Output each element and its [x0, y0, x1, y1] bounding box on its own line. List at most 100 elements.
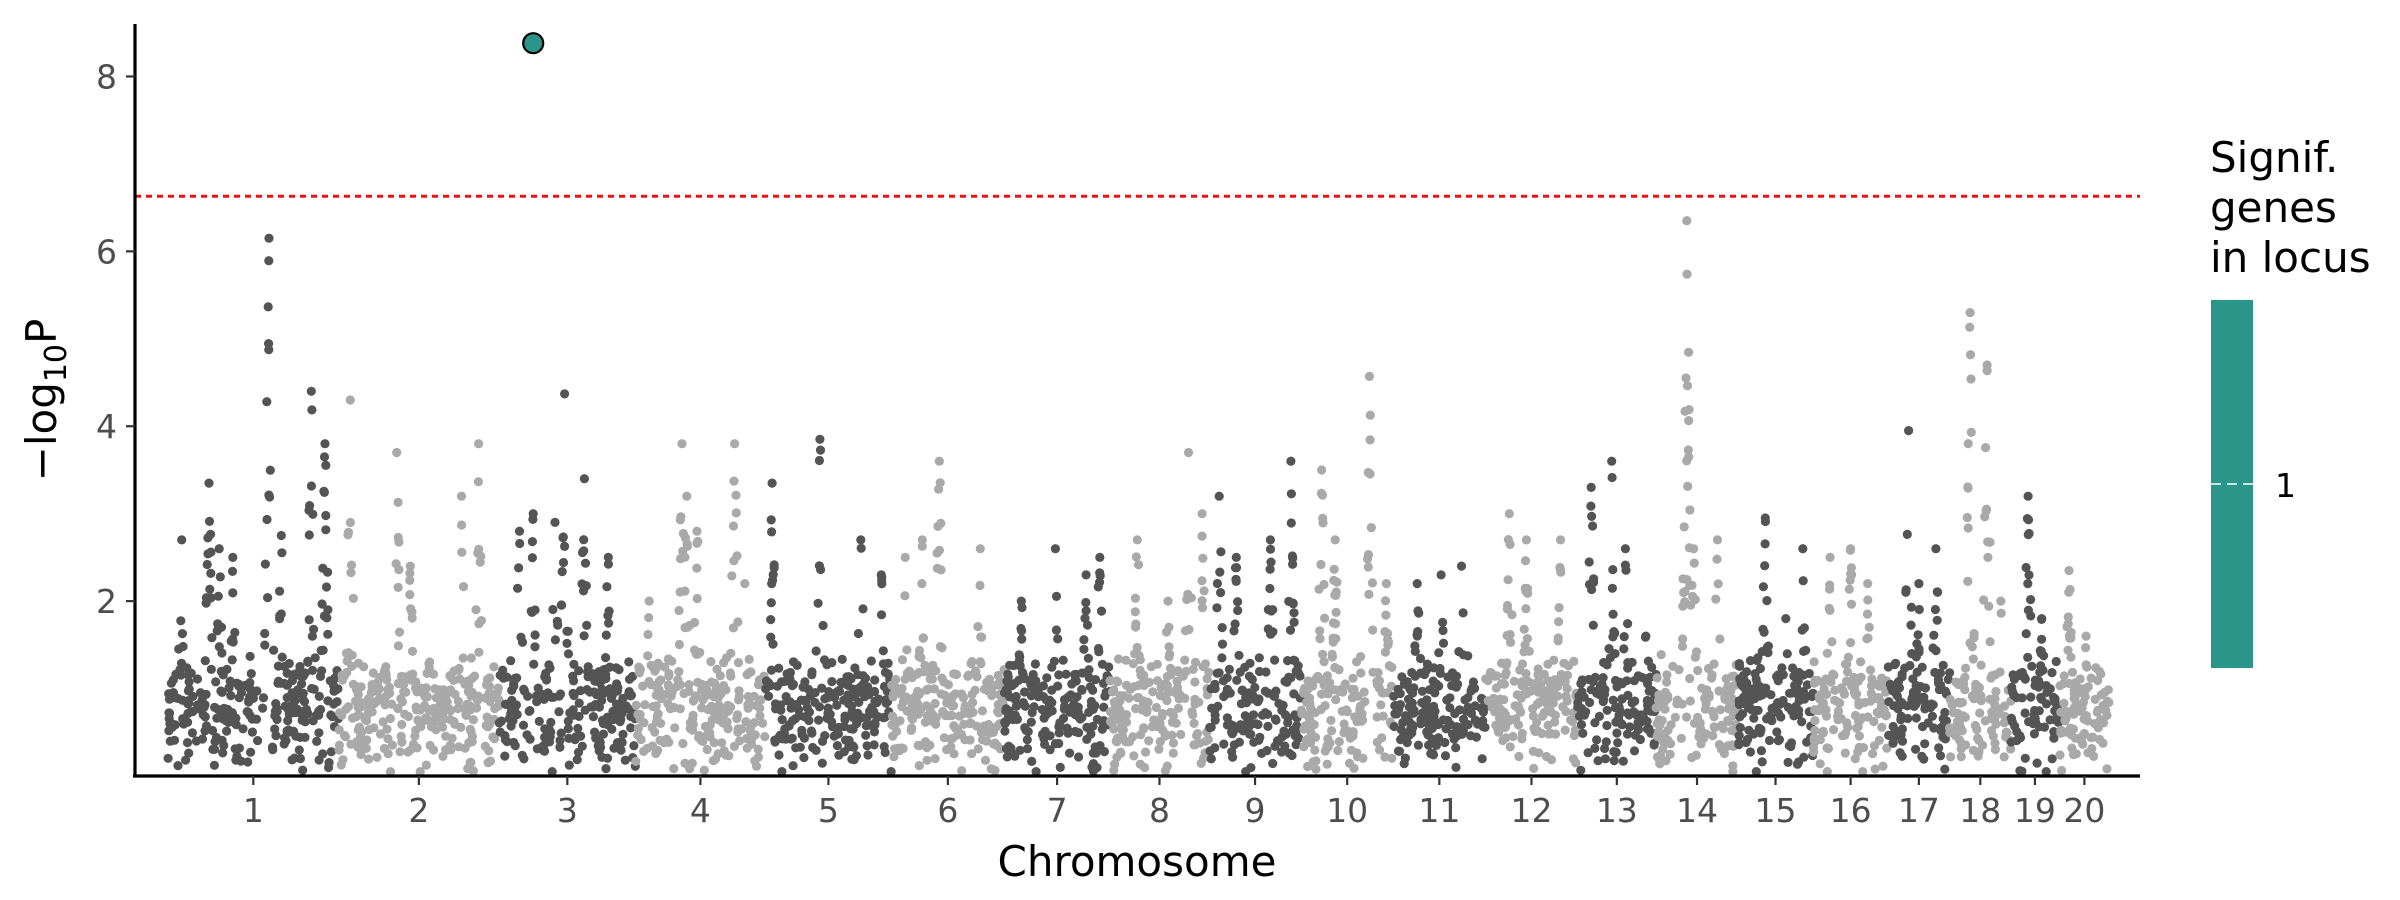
data-point: [506, 656, 516, 666]
data-point: [824, 687, 834, 697]
data-point: [2017, 766, 2027, 776]
data-point: [1969, 633, 1979, 643]
data-point: [1095, 552, 1105, 563]
data-point: [2055, 681, 2065, 691]
data-point: [638, 681, 648, 691]
data-point: [1247, 674, 1257, 685]
data-point: [1633, 671, 1643, 681]
data-point: [815, 445, 826, 455]
data-point: [1019, 687, 1030, 697]
data-point: [453, 704, 463, 714]
data-point: [980, 755, 991, 766]
data-point: [387, 699, 397, 709]
data-point: [1849, 672, 1859, 682]
data-point: [656, 675, 666, 685]
data-point: [383, 734, 393, 744]
data-point: [1183, 589, 1193, 599]
data-point: [1232, 675, 1242, 685]
data-point: [1070, 726, 1080, 737]
data-point: [1348, 731, 1358, 741]
data-point: [1190, 694, 1200, 705]
data-point: [246, 669, 256, 679]
data-point: [1210, 679, 1220, 689]
data-point: [616, 745, 626, 755]
data-point: [880, 712, 890, 722]
data-point: [678, 738, 688, 749]
data-point: [1055, 762, 1065, 773]
data-point: [262, 514, 272, 525]
data-point: [1587, 584, 1597, 595]
data-point: [337, 675, 347, 685]
data-point: [329, 681, 339, 691]
data-point: [1726, 686, 1736, 696]
data-point: [1311, 764, 1321, 774]
data-point: [1163, 596, 1173, 606]
data-point: [1945, 668, 1955, 678]
data-point: [876, 610, 887, 620]
data-point: [1662, 677, 1672, 687]
data-point: [2069, 689, 2079, 699]
data-point: [393, 497, 403, 507]
data-point: [1529, 763, 1539, 774]
data-point: [673, 675, 683, 685]
data-point: [222, 664, 232, 675]
data-point: [958, 693, 969, 703]
data-point: [1707, 706, 1717, 717]
data-point: [917, 535, 927, 545]
data-point: [1765, 711, 1775, 721]
data-point: [468, 715, 478, 725]
data-point: [1933, 678, 1944, 688]
data-point: [532, 697, 542, 707]
data-point: [930, 698, 940, 709]
data-point: [1828, 669, 1838, 679]
data-point: [519, 754, 529, 764]
data-point: [1017, 634, 1027, 644]
data-point: [314, 728, 324, 738]
data-point: [1129, 751, 1139, 761]
data-point: [934, 456, 944, 466]
data-point: [1920, 739, 1930, 749]
data-point: [1352, 657, 1362, 667]
data-point: [1396, 725, 1406, 735]
data-point: [1380, 752, 1390, 762]
data-point: [428, 720, 438, 730]
data-point: [715, 671, 725, 681]
data-point: [1470, 715, 1480, 725]
data-point: [644, 596, 654, 606]
data-point: [1197, 531, 1207, 541]
data-point: [474, 544, 484, 554]
data-point: [1331, 634, 1341, 644]
data-point: [1990, 744, 2000, 755]
data-point: [483, 722, 493, 732]
data-point: [1895, 748, 1905, 758]
data-point: [2024, 528, 2034, 539]
data-point: [927, 674, 938, 684]
data-point: [1322, 671, 1332, 681]
data-point: [605, 662, 615, 672]
data-point: [1760, 513, 1770, 523]
data-point: [1788, 663, 1798, 673]
data-point: [833, 729, 844, 739]
data-point: [2060, 727, 2070, 737]
data-point: [858, 604, 868, 614]
data-point: [963, 671, 973, 681]
data-point: [1983, 552, 1993, 563]
data-point: [1128, 659, 1138, 669]
data-point: [2036, 648, 2046, 658]
data-point: [1738, 670, 1748, 681]
data-point: [2092, 707, 2102, 717]
data-point: [1071, 669, 1081, 679]
data-point: [595, 737, 605, 747]
data-point: [870, 696, 880, 706]
data-point: [575, 686, 586, 696]
data-point: [382, 724, 392, 734]
data-point: [364, 754, 374, 764]
data-point: [1135, 759, 1145, 769]
data-point: [1365, 410, 1375, 420]
data-point: [734, 692, 744, 702]
data-point: [601, 630, 611, 640]
data-point: [1682, 381, 1693, 391]
data-point: [1212, 578, 1222, 589]
data-point: [534, 716, 544, 727]
data-point: [403, 711, 413, 722]
